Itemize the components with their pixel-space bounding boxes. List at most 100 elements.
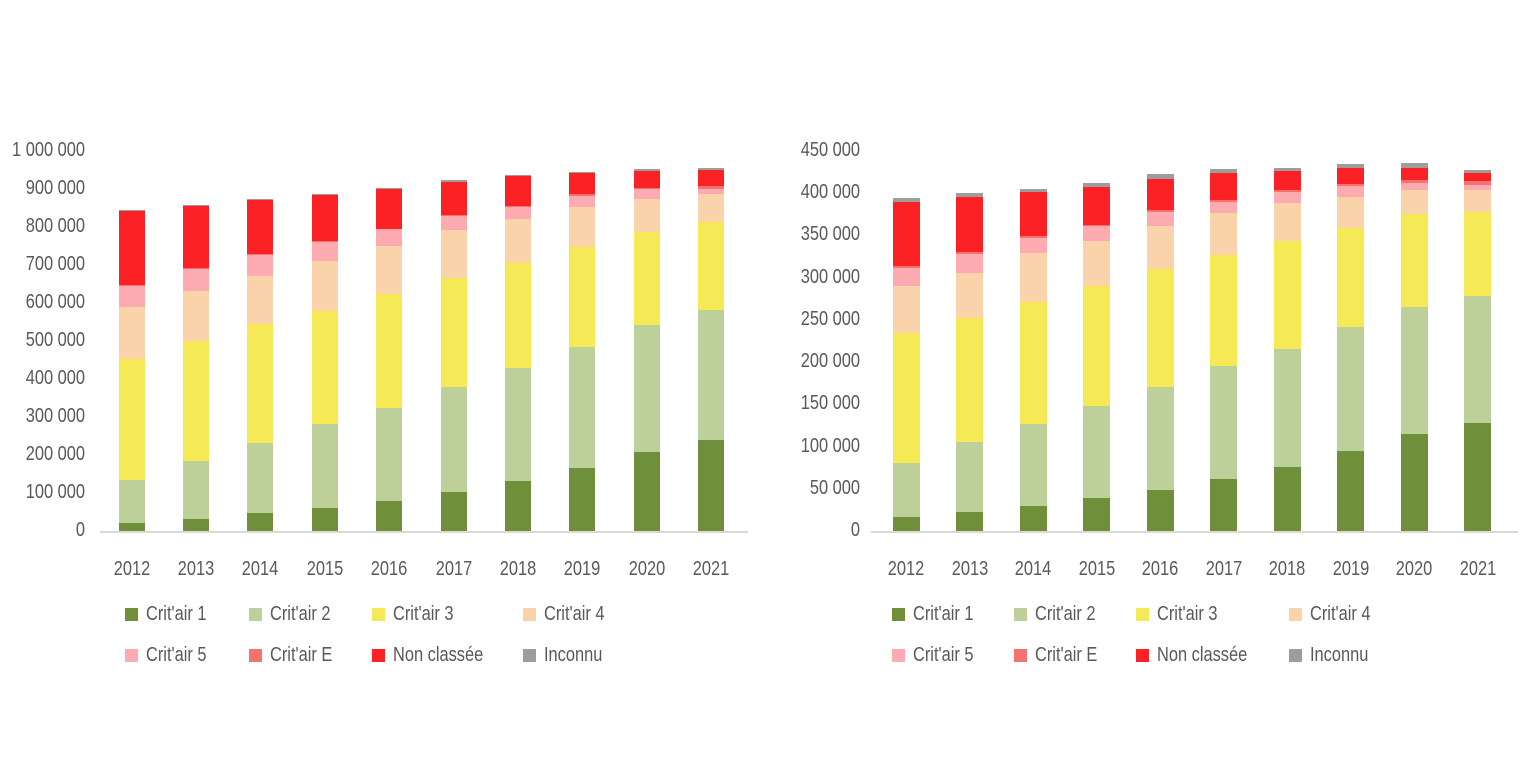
- legend-item-non_classee: Non classée: [1136, 645, 1267, 665]
- y-axis-tick-label: 800 000: [25, 215, 85, 237]
- y-axis-tick-label: 400 000: [800, 181, 860, 204]
- legend-item-inconnu: Inconnu: [1289, 645, 1381, 665]
- bar-segment-crit4: [1019, 253, 1047, 303]
- bar-segment-crit1: [311, 508, 338, 531]
- y-axis-tick-label: 150 000: [800, 392, 860, 415]
- y-axis-tick-label: 300 000: [25, 405, 85, 427]
- bar-segment-crit4: [569, 207, 596, 247]
- bar-segment-crit2: [698, 310, 725, 441]
- bar-segment-crit4: [1146, 226, 1174, 270]
- bar-segment-crit1: [376, 500, 403, 531]
- bar-segment-critE: [1273, 189, 1301, 192]
- bar-segment-crit5: [569, 195, 596, 208]
- bar-segment-crit3: [1083, 286, 1110, 407]
- y-axis-tick-label: 600 000: [25, 291, 85, 313]
- bar-segment-inconnu: [698, 168, 725, 171]
- bar-segment-crit3: [118, 359, 145, 481]
- bar-segment-non_classee: [247, 200, 274, 255]
- bar-segment-crit1: [1464, 422, 1491, 531]
- bar-segment-crit5: [311, 241, 338, 261]
- bar-segment-crit3: [569, 246, 596, 347]
- bar-segment-crit4: [440, 230, 467, 278]
- bar-segment-critE: [698, 185, 725, 189]
- bar-segment-non_classee: [1400, 167, 1428, 180]
- bar-segment-inconnu: [311, 193, 338, 196]
- bar-segment-crit1: [1337, 450, 1364, 531]
- legend-swatch-crit5-icon: [125, 648, 138, 662]
- bar-segment-crit2: [182, 461, 209, 519]
- bar-segment-critE: [311, 241, 338, 242]
- bar-segment-inconnu: [1146, 173, 1174, 179]
- legend-label: Crit'air 2: [270, 603, 331, 625]
- bar-segment-critE: [1019, 236, 1047, 239]
- legend-swatch-non_classee-icon: [372, 648, 385, 662]
- bar-segment-non_classee: [1146, 178, 1174, 211]
- legend-item-crit2: Crit'air 2: [249, 603, 344, 625]
- bar-segment-crit1: [1273, 466, 1301, 531]
- bar-segment-crit2: [247, 442, 274, 514]
- legend-label: Crit'air 2: [1035, 603, 1096, 625]
- bar-segment-crit4: [118, 306, 145, 360]
- bar-segment-crit2: [1400, 307, 1428, 434]
- stacked-bar-2019: [1337, 163, 1364, 531]
- legend-item-crit4: Crit'air 4: [523, 603, 618, 625]
- y-axis-tick-label: 1 000 000: [12, 139, 85, 161]
- stacked-bar-2020: [1400, 162, 1428, 531]
- stacked-bar-2020: [633, 169, 660, 531]
- bar-segment-inconnu: [892, 198, 920, 202]
- bar-segment-crit5: [504, 206, 531, 220]
- y-axis-tick-label: 0: [850, 518, 860, 541]
- stacked-bar-2016: [1146, 173, 1174, 531]
- bar-segment-crit5: [956, 254, 983, 273]
- x-axis-year-label: 2018: [1268, 558, 1306, 580]
- legend-label: Non classée: [393, 644, 484, 666]
- x-axis-line: [100, 531, 748, 533]
- legend-item-crit3: Crit'air 3: [372, 604, 467, 624]
- y-axis-tick-label: 700 000: [25, 253, 85, 275]
- x-axis-year-label: 2013: [177, 558, 215, 580]
- bar-segment-crit2: [1146, 386, 1174, 490]
- legend-swatch-crit4-icon: [523, 607, 536, 621]
- bar-segment-critE: [1146, 210, 1174, 212]
- bar-segment-non_classee: [1083, 186, 1110, 225]
- bar-segment-crit3: [1146, 269, 1174, 387]
- bar-segment-crit3: [311, 310, 338, 424]
- bar-segment-crit1: [182, 518, 209, 531]
- legend-swatch-crit1-icon: [125, 607, 138, 621]
- bar-segment-crit4: [1210, 212, 1237, 255]
- bar-segment-inconnu: [1019, 189, 1047, 193]
- bar-segment-crit5: [1019, 238, 1047, 254]
- legend-item-crit5: Crit'air 5: [892, 645, 987, 665]
- legend-swatch-inconnu-icon: [1289, 648, 1302, 662]
- y-axis-tick-label: 500 000: [25, 329, 85, 351]
- y-axis-tick-label: 900 000: [25, 177, 85, 199]
- bar-segment-crit5: [1146, 211, 1174, 227]
- bar-segment-crit3: [504, 263, 531, 369]
- bar-segment-crit3: [698, 222, 725, 311]
- bar-segment-non_classee: [440, 181, 467, 216]
- bar-segment-crit3: [1210, 254, 1237, 367]
- legend-item-crit1: Crit'air 1: [125, 604, 220, 624]
- bar-segment-crit3: [892, 333, 920, 463]
- legend-label: Crit'air 4: [544, 603, 605, 625]
- bar-segment-critE: [1210, 200, 1237, 202]
- bar-segment-critE: [892, 265, 920, 268]
- bar-segment-non_classee: [569, 173, 596, 194]
- bar-segment-crit2: [1083, 406, 1110, 499]
- y-axis-tick-label: 300 000: [800, 265, 860, 288]
- legend-item-crit2: Crit'air 2: [1014, 603, 1109, 625]
- legend-item-crit4: Crit'air 4: [1289, 604, 1384, 624]
- bar-segment-non_classee: [118, 211, 145, 286]
- bar-segment-inconnu: [569, 171, 596, 174]
- bar-segment-crit2: [1337, 327, 1364, 451]
- bar-segment-non_classee: [633, 171, 660, 188]
- legend-item-crit3: Crit'air 3: [1136, 604, 1231, 624]
- bar-segment-inconnu: [1337, 163, 1364, 168]
- bar-segment-crit5: [1337, 185, 1364, 197]
- bar-segment-crit5: [633, 189, 660, 199]
- legend-swatch-non_classee-icon: [1136, 648, 1149, 662]
- bar-segment-crit1: [1146, 489, 1174, 531]
- bar-segment-inconnu: [504, 174, 531, 177]
- bar-segment-inconnu: [1083, 183, 1110, 187]
- bar-segment-non_classee: [1210, 173, 1237, 201]
